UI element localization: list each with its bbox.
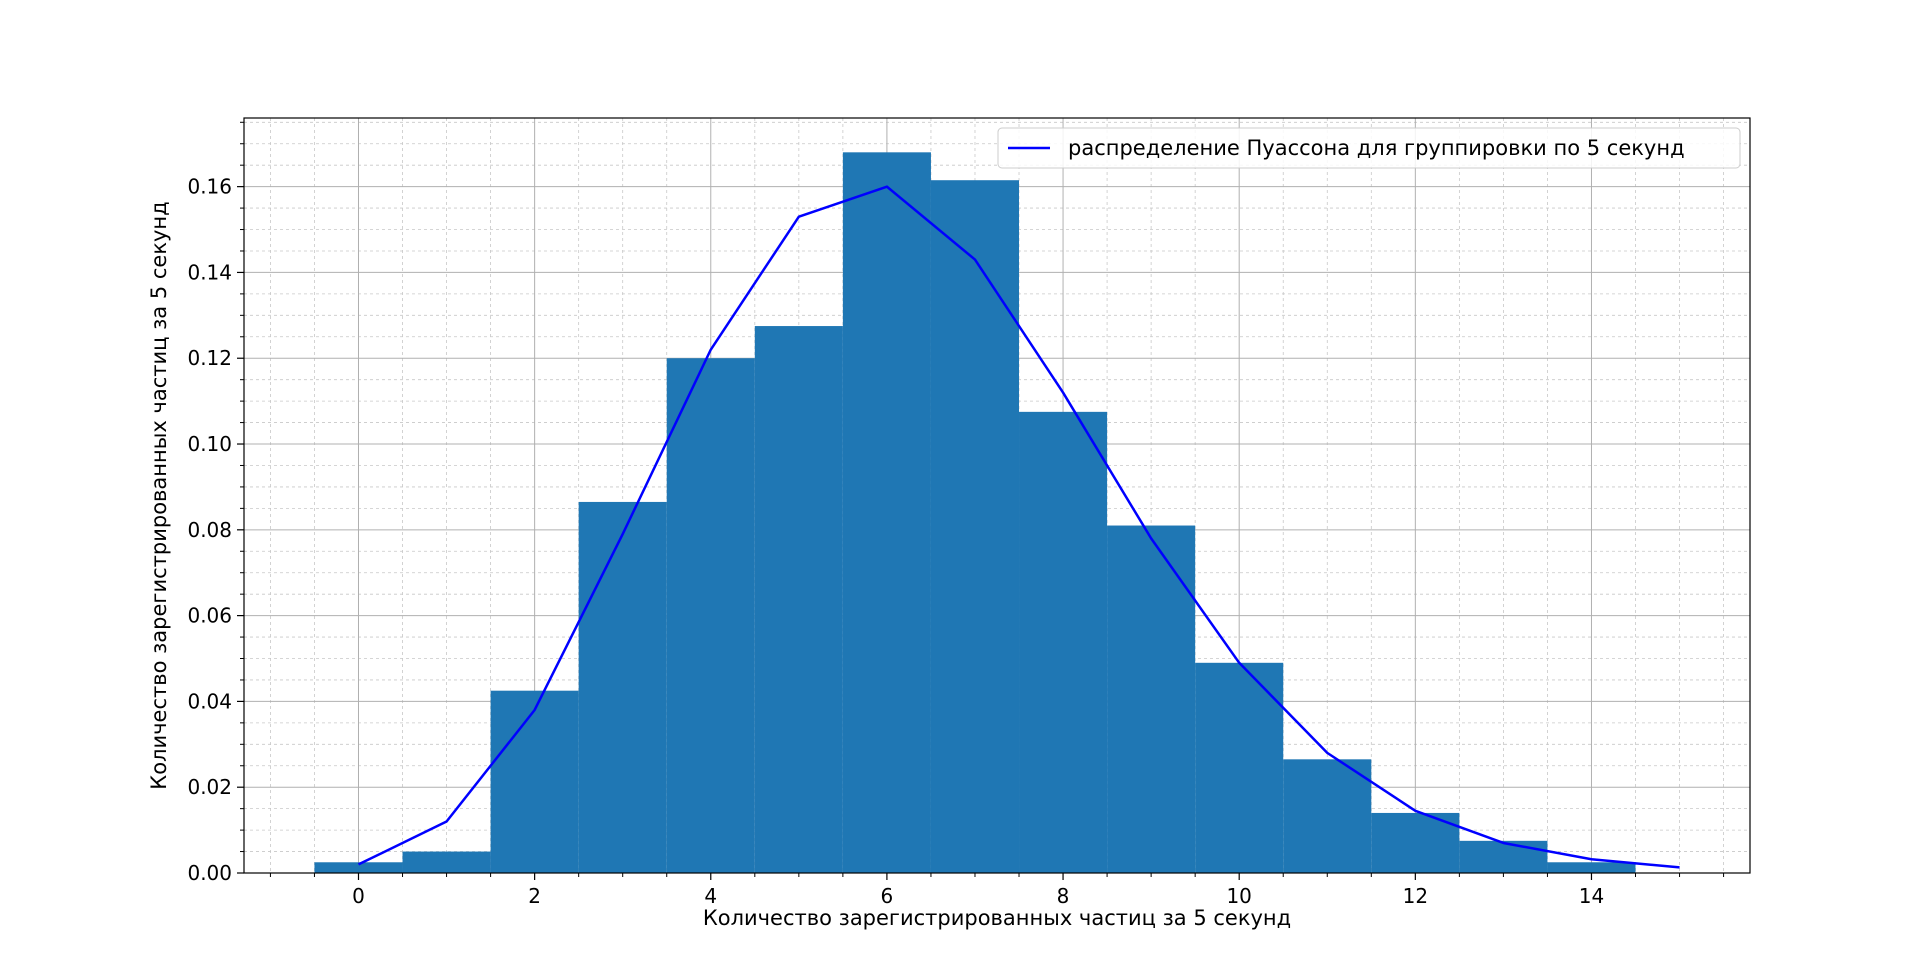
histogram-bar xyxy=(402,851,491,873)
legend-box xyxy=(997,127,1741,169)
legend: распределение Пуассона для группировки п… xyxy=(997,127,1741,169)
histogram-bars xyxy=(314,152,1636,874)
y-tick-label: 0.10 xyxy=(187,432,232,456)
axis-ticks xyxy=(237,121,1725,880)
x-tick-label: 0 xyxy=(352,884,365,908)
y-tick-label: 0.08 xyxy=(187,518,232,542)
y-tick-label: 0.04 xyxy=(187,689,232,713)
histogram-bar xyxy=(1283,759,1372,873)
histogram-bar xyxy=(1195,662,1284,873)
y-axis-label: Количество зарегистрированных частиц за … xyxy=(147,201,171,789)
x-tick-label: 14 xyxy=(1579,884,1604,908)
plot-frame xyxy=(243,117,1751,874)
y-tick-label: 0.12 xyxy=(187,346,232,370)
x-tick-label: 2 xyxy=(528,884,541,908)
series-line-poisson xyxy=(357,185,1680,869)
histogram-bar xyxy=(490,690,579,873)
histogram-bar xyxy=(314,862,403,873)
x-tick-label: 4 xyxy=(704,884,717,908)
histogram-bar xyxy=(1371,812,1460,873)
histogram-bar xyxy=(1459,840,1548,873)
legend-entry-poisson: распределение Пуассона для группировки п… xyxy=(1068,136,1685,160)
y-tick-label: 0.06 xyxy=(187,604,232,628)
tick-labels: 0 2 4 6 8 10 12 14 0.00 0.02 0.04 0.06 0.08 0.10 0.12 0… xyxy=(187,175,1604,908)
x-tick-label: 12 xyxy=(1403,884,1428,908)
histogram-bar xyxy=(754,326,843,874)
histogram-bar xyxy=(666,358,755,873)
histogram-bar xyxy=(842,152,931,873)
x-tick-label: 10 xyxy=(1226,884,1251,908)
histogram-bar xyxy=(578,501,667,873)
y-tick-label: 0.00 xyxy=(187,861,232,885)
y-tick-label: 0.16 xyxy=(187,175,232,199)
histogram-bar xyxy=(1019,411,1108,873)
x-axis-label: Количество зарегистрированных частиц за … xyxy=(703,906,1291,930)
histogram-bar xyxy=(1547,862,1636,873)
y-tick-label: 0.14 xyxy=(187,260,232,284)
x-tick-label: 8 xyxy=(1057,884,1070,908)
histogram-bar xyxy=(930,180,1020,873)
y-tick-label: 0.02 xyxy=(187,775,232,799)
poisson-series xyxy=(357,185,1680,869)
histogram-bar xyxy=(1107,525,1196,873)
x-tick-label: 6 xyxy=(881,884,894,908)
